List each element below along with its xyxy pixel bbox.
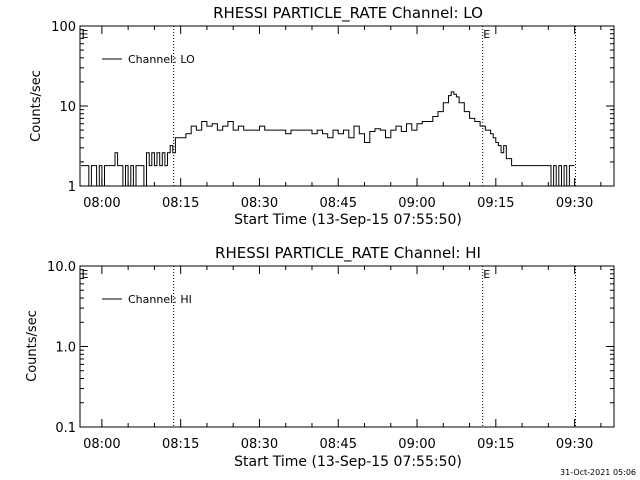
x-tick-label: 08:45: [320, 437, 357, 452]
x-tick-label: 08:45: [320, 196, 357, 211]
lo-chart-title: RHESSI PARTICLE_RATE Channel: LO: [213, 4, 483, 23]
x-tick-label: 08:30: [241, 437, 278, 452]
hi-axis-ticks: 08:00 08:15 08:30 08:45 09:00 09:15 09:30 0.1 1.…: [47, 260, 614, 452]
lo-series-layer: [80, 91, 575, 187]
y-tick-label: 10.0: [47, 260, 76, 275]
lo-x-axis-label: Start Time (13-Sep-15 07:55:50): [234, 212, 462, 228]
y-tick-label: 10: [59, 100, 76, 115]
lo-legend-label: Channel: LO: [128, 53, 195, 66]
hi-plot-frame: [79, 265, 615, 428]
event-marker-label: E: [82, 28, 89, 41]
y-tick-label: 100: [51, 20, 76, 35]
lo-channel-panel: RHESSI PARTICLE_RATE Channel: LO Counts/…: [29, 4, 615, 228]
hi-channel-panel: RHESSI PARTICLE_RATE Channel: HI Counts/…: [25, 244, 615, 470]
x-tick-label: 08:30: [241, 196, 278, 211]
footer-timestamp: 31-Oct-2021 05:06: [560, 468, 636, 477]
event-marker-label: E: [483, 28, 490, 41]
x-tick-label: 08:15: [162, 437, 199, 452]
y-tick-label: 0.1: [55, 421, 76, 436]
y-tick-label: 1.0: [55, 341, 76, 356]
hi-y-axis-label: Counts/sec: [25, 310, 40, 382]
event-marker-label: E: [483, 268, 490, 281]
x-tick-label: 09:30: [556, 437, 593, 452]
x-tick-label: 08:15: [162, 196, 199, 211]
y-tick-label: 1: [68, 180, 76, 195]
series-line: [80, 91, 575, 187]
lo-y-axis-label: Counts/sec: [29, 70, 44, 142]
x-tick-label: 08:00: [83, 437, 120, 452]
x-tick-label: 09:00: [398, 437, 435, 452]
x-tick-label: 08:00: [83, 196, 120, 211]
x-tick-label: 09:30: [556, 196, 593, 211]
lo-axis-ticks: 08:00 08:15 08:30 08:45 09:00 09:15 09:30 1 10 10…: [51, 20, 614, 211]
hi-legend-label: Channel: HI: [128, 293, 192, 306]
event-marker-label: E: [82, 268, 89, 281]
hi-x-axis-label: Start Time (13-Sep-15 07:55:50): [234, 454, 462, 470]
x-tick-label: 09:15: [477, 437, 514, 452]
x-tick-label: 09:00: [398, 196, 435, 211]
x-tick-label: 09:15: [477, 196, 514, 211]
hi-chart-title: RHESSI PARTICLE_RATE Channel: HI: [215, 244, 481, 263]
